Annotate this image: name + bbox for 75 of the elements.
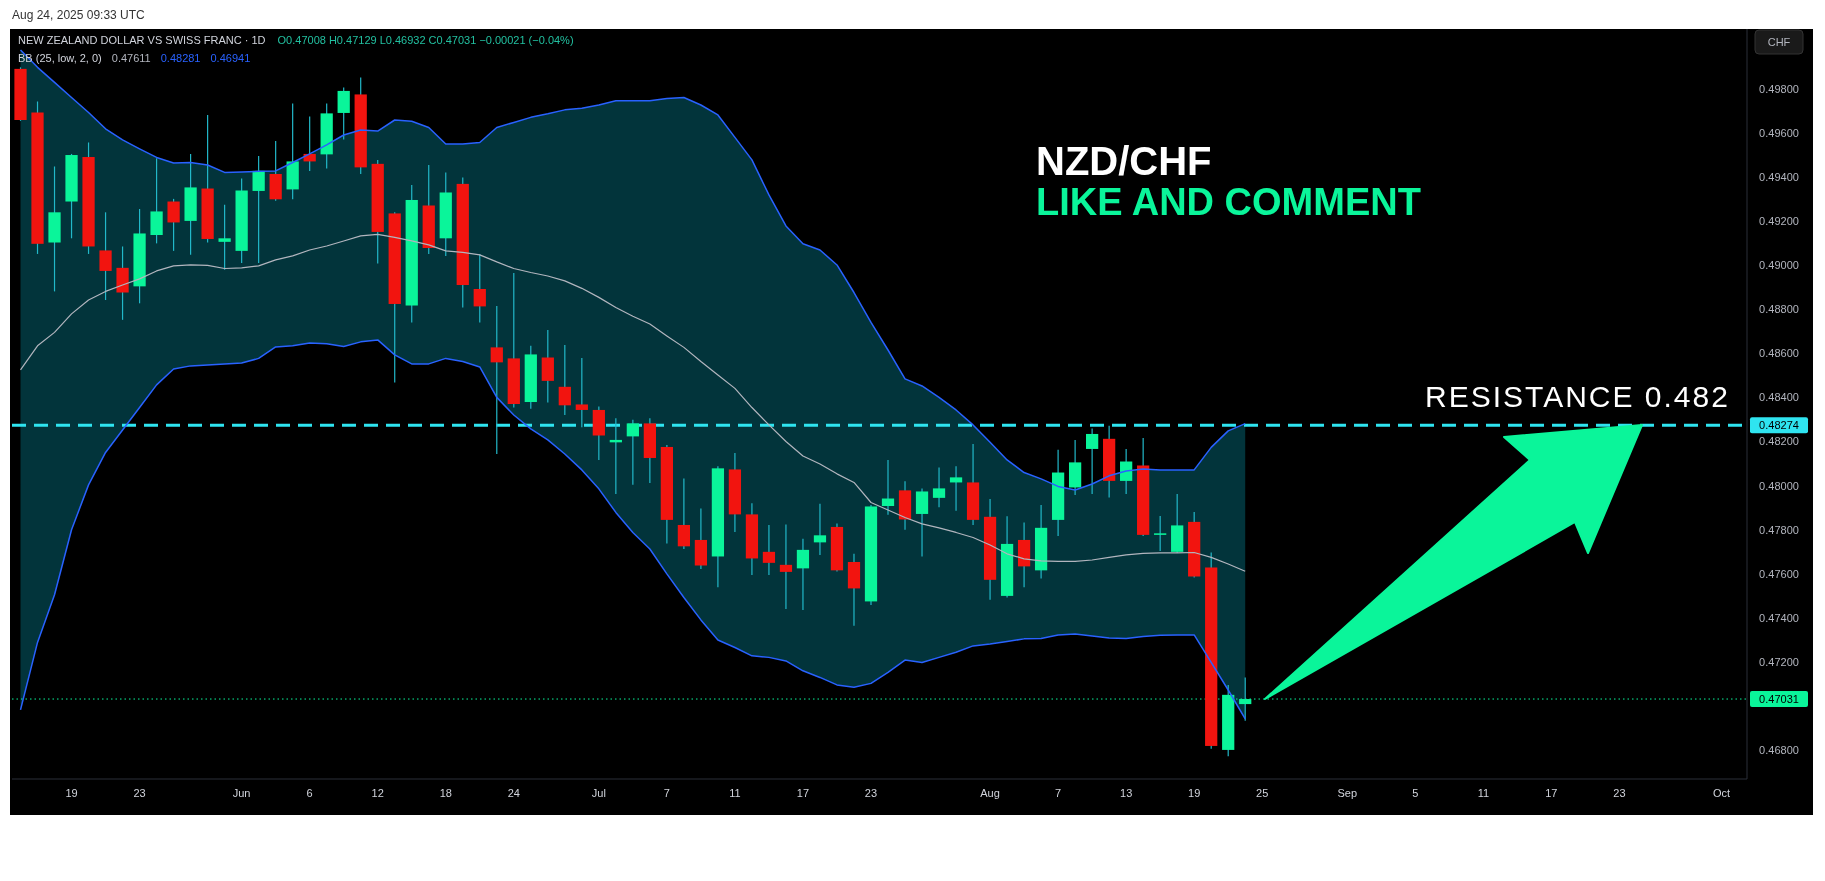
line-series	[19, 339, 1246, 720]
line-series	[19, 233, 1246, 572]
y-tick-label: 0.48000	[1759, 479, 1799, 492]
x-tick-label: 13	[1120, 787, 1133, 799]
chart-title: NEW ZEALAND DOLLAR VS SWISS FRANC · 1D	[18, 34, 266, 46]
x-tick-label: 11	[1477, 787, 1490, 799]
y-tick-label: 0.49800	[1759, 82, 1799, 95]
candlestick	[558, 344, 571, 416]
annotation: RESISTANCE 0.482	[1425, 380, 1730, 413]
x-tick-label: Jun	[232, 787, 251, 799]
candlestick	[473, 253, 486, 324]
candlestick	[541, 329, 554, 404]
y-tick-label: 0.48200	[1759, 435, 1799, 448]
candlestick	[337, 86, 350, 140]
x-tick-label: Oct	[1712, 787, 1731, 799]
candlestick	[796, 538, 810, 611]
y-tick-label: 0.46800	[1759, 743, 1799, 756]
candlestick	[575, 357, 588, 428]
x-tick-label: 5	[1412, 787, 1419, 799]
x-tick-label: 19	[65, 787, 78, 799]
candlestick	[949, 465, 963, 512]
annotation: 0.46941	[210, 52, 251, 64]
ref-line-label: 0.47031	[1759, 693, 1799, 706]
candlestick	[881, 459, 895, 516]
y-tick-label: 0.48600	[1759, 347, 1799, 360]
candlestick	[1086, 427, 1099, 495]
x-tick-label: 25	[1256, 787, 1269, 799]
candlestick	[150, 157, 163, 244]
candlestick	[677, 477, 691, 550]
y-axis-title: CHF	[1767, 36, 1791, 48]
y-tick-label: 0.47200	[1759, 655, 1799, 668]
ref-line-label: 0.48274	[1759, 419, 1799, 432]
y-tick-label: 0.47800	[1759, 523, 1799, 536]
text: Aug 24, 2025 09:33 UTC	[12, 8, 146, 22]
candlestick	[626, 419, 639, 486]
x-tick-label: 17	[796, 787, 810, 799]
x-tick-label: Sep	[1337, 787, 1358, 799]
candlestick	[762, 524, 776, 576]
x-tick-label: Jul	[591, 787, 606, 799]
candlestick	[99, 211, 112, 301]
candlestick	[915, 487, 929, 558]
y-tick-label: 0.47400	[1759, 611, 1799, 624]
y-tick-label: 0.49400	[1759, 171, 1799, 184]
y-tick-label: 0.49200	[1759, 215, 1799, 228]
x-tick-label: 7	[663, 787, 670, 799]
candlestick	[1154, 515, 1167, 552]
candlestick	[813, 503, 827, 556]
candlestick	[252, 155, 265, 264]
y-tick-label: 0.49600	[1759, 127, 1799, 139]
x-tick-label: 6	[306, 787, 313, 799]
x-tick-label: 18	[439, 787, 452, 799]
annotation: LIKE AND COMMENT	[1036, 181, 1421, 223]
annotation: NZD/CHF	[1036, 139, 1212, 183]
x-tick-label: 23	[864, 787, 878, 799]
y-tick-label: 0.48400	[1759, 391, 1799, 404]
candlestick	[490, 305, 503, 455]
candlestick	[218, 204, 231, 271]
x-tick-label: 12	[371, 787, 384, 799]
x-tick-label: Aug	[980, 787, 1000, 799]
x-tick-label: 24	[507, 787, 520, 799]
x-tick-label: 17	[1545, 787, 1558, 799]
annotation: 0.47611	[111, 52, 151, 64]
x-tick-label: 11	[729, 787, 741, 799]
x-tick-label: 7	[1055, 787, 1062, 799]
y-tick-label: 0.48800	[1759, 303, 1799, 316]
annotation: O0.47008 H0.47129 L0.46932 C0.47031 −0.00021 (−0.04%)	[277, 34, 574, 46]
candlestick	[167, 198, 180, 252]
annotation: 0.48281	[160, 52, 201, 64]
candlestick	[779, 523, 793, 610]
candlestick	[932, 466, 946, 508]
x-tick-label: 19	[1188, 787, 1201, 799]
x-tick-label: 23	[1613, 787, 1626, 799]
y-tick-label: 0.49000	[1759, 259, 1799, 272]
y-tick-label: 0.47600	[1759, 567, 1799, 580]
x-tick-label: 23	[133, 787, 146, 799]
